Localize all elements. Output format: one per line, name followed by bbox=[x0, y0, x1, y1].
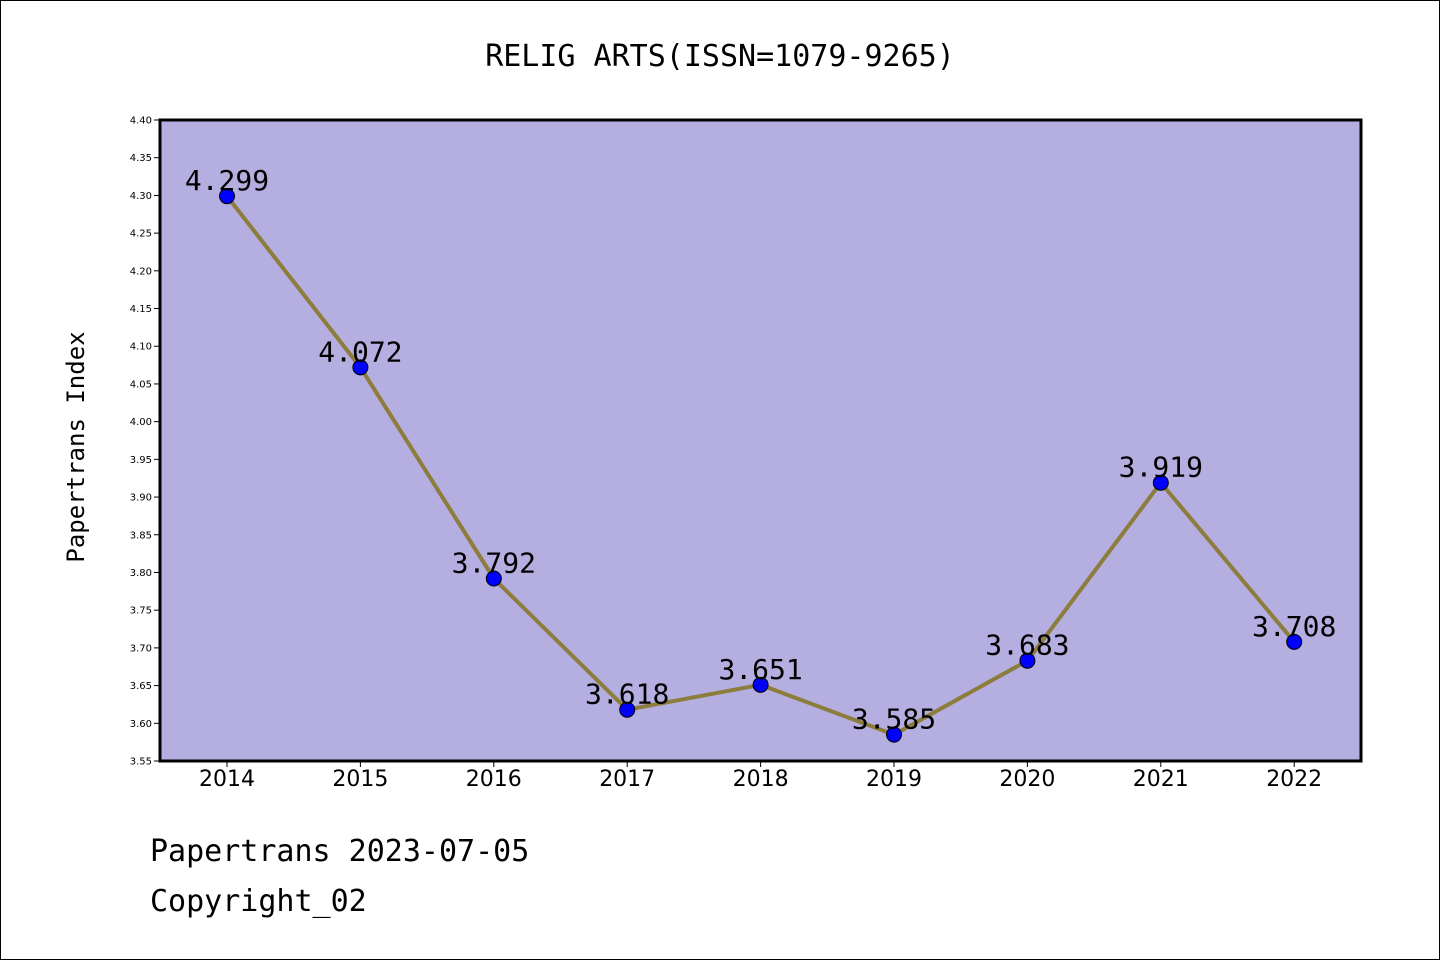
data-point bbox=[352, 359, 369, 376]
data-point bbox=[1286, 633, 1303, 650]
y-tick-label: 3.65 bbox=[130, 681, 152, 692]
data-label: 3.585 bbox=[852, 703, 936, 736]
chart-title: RELIG ARTS(ISSN=1079-9265) bbox=[485, 39, 955, 74]
y-tick-label: 4.35 bbox=[130, 153, 152, 164]
y-tick-label: 3.90 bbox=[130, 493, 152, 504]
data-point bbox=[886, 726, 902, 743]
y-tick-label: 3.85 bbox=[130, 530, 152, 541]
y-axis-ticks: 3.55 3.60 3.65 3.70 3.75 3.80 3.85 3.90 3.95 4.00… bbox=[130, 116, 160, 768]
y-tick-label: 4.40 bbox=[130, 116, 152, 127]
series-markers-group bbox=[219, 188, 1303, 743]
y-axis-label: Papertrans Index bbox=[62, 331, 90, 562]
data-label: 3.683 bbox=[985, 629, 1069, 662]
y-tick-label: 3.75 bbox=[130, 606, 152, 617]
data-point bbox=[1152, 474, 1169, 491]
x-tick-label: 2016 bbox=[466, 767, 522, 792]
y-tick-label: 4.00 bbox=[130, 417, 152, 428]
data-label: 3.919 bbox=[1119, 451, 1203, 484]
data-label: 3.792 bbox=[452, 547, 536, 580]
x-tick-label: 2021 bbox=[1133, 767, 1189, 792]
y-tick-label: 3.95 bbox=[130, 455, 152, 466]
x-tick-label: 2014 bbox=[199, 767, 255, 792]
data-label: 3.618 bbox=[585, 678, 669, 711]
y-tick-label: 4.25 bbox=[130, 229, 152, 240]
x-axis-ticks: 2014 2015 2016 2017 2018 2019 2020 2021 2022 bbox=[199, 761, 1322, 792]
data-label: 4.299 bbox=[185, 164, 269, 197]
y-tick-label: 4.20 bbox=[130, 266, 152, 277]
data-labels-group: 4.299 4.072 3.792 3.618 3.651 3.585 3.683 3.919… bbox=[185, 164, 1336, 735]
y-tick-label: 4.05 bbox=[130, 379, 152, 390]
data-point bbox=[219, 188, 235, 205]
y-tick-label: 4.30 bbox=[130, 191, 152, 202]
x-tick-label: 2022 bbox=[1266, 767, 1322, 792]
footer-copyright: Copyright_02 bbox=[150, 884, 367, 919]
y-tick-label: 3.80 bbox=[130, 568, 152, 579]
plot-area bbox=[158, 118, 1363, 763]
data-point bbox=[1019, 652, 1036, 669]
data-point bbox=[485, 570, 502, 587]
data-point bbox=[752, 676, 769, 693]
x-tick-label: 2017 bbox=[599, 767, 655, 792]
x-tick-label: 2018 bbox=[733, 767, 789, 792]
y-tick-label: 4.10 bbox=[130, 342, 152, 353]
x-tick-label: 2019 bbox=[866, 767, 922, 792]
y-tick-label: 3.60 bbox=[130, 719, 152, 730]
y-tick-label: 4.15 bbox=[130, 304, 152, 315]
y-tick-label: 3.70 bbox=[130, 643, 152, 654]
data-label: 3.651 bbox=[718, 653, 802, 686]
footer-date: Papertrans 2023-07-05 bbox=[150, 834, 530, 869]
x-tick-label: 2015 bbox=[332, 767, 388, 792]
data-point bbox=[619, 701, 636, 718]
data-label: 3.708 bbox=[1252, 610, 1336, 643]
data-label: 4.072 bbox=[318, 335, 402, 368]
y-tick-label: 3.55 bbox=[130, 757, 152, 768]
x-tick-label: 2020 bbox=[999, 767, 1055, 792]
